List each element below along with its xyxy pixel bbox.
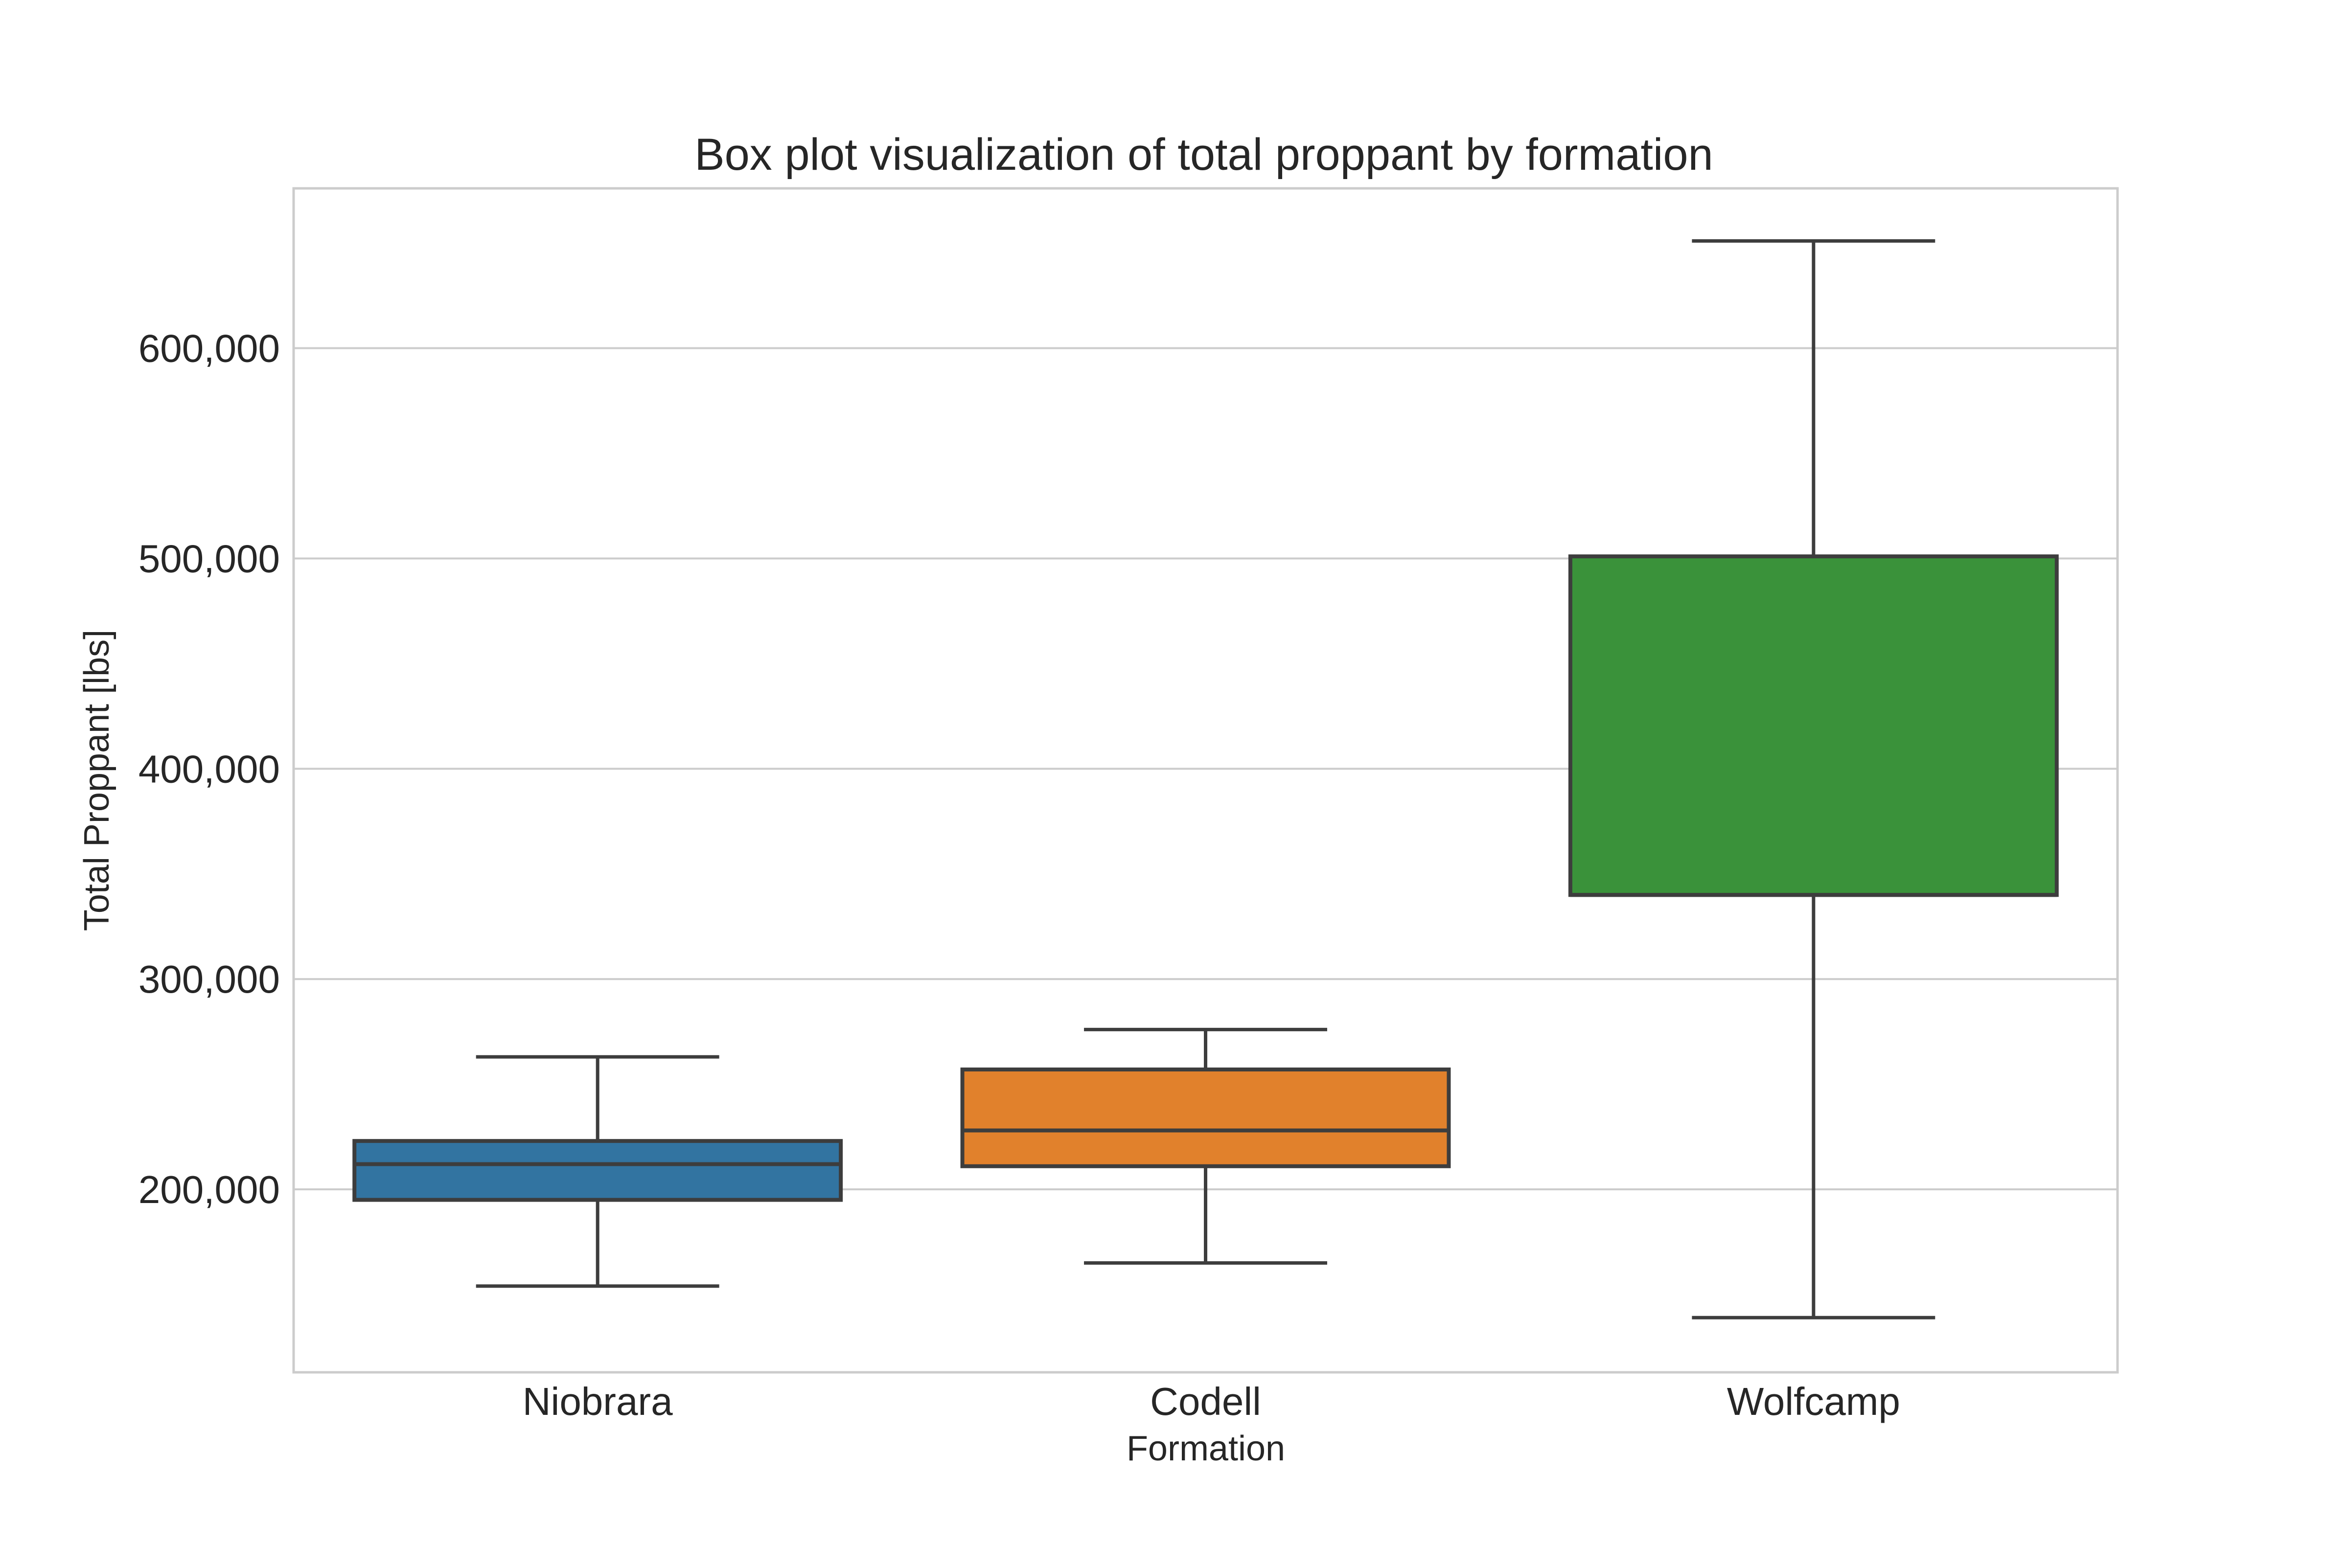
chart-title: Box plot visualization of total proppant… [694,130,1713,180]
box-layer [352,239,2059,1319]
x-tick-labels: Niobrara Codell Wolfcamp [523,1380,1900,1423]
y-axis-label: Total Proppant [lbs] [77,630,116,931]
box-codell [960,1027,1451,1265]
y-tick-label: 400,000 [138,747,280,791]
iqr-box [352,1139,843,1202]
x-tick-label: Codell [1150,1380,1261,1423]
iqr-box [1568,554,2059,897]
x-axis-label: Formation [1127,1429,1285,1468]
y-tick-label: 500,000 [138,537,280,581]
y-tick-label: 300,000 [138,957,280,1001]
x-tick-label: Wolfcamp [1727,1380,1900,1423]
y-tick-label: 600,000 [138,327,280,370]
y-tick-label: 200,000 [138,1168,280,1211]
iqr-box [960,1068,1451,1168]
y-tick-labels: 200,000 300,000 400,000 500,000 600,000 [138,327,280,1211]
plot-frame [292,187,2119,1374]
box-wolfcamp [1568,239,2059,1319]
box-niobrara [352,1055,843,1288]
x-tick-label: Niobrara [523,1380,673,1423]
